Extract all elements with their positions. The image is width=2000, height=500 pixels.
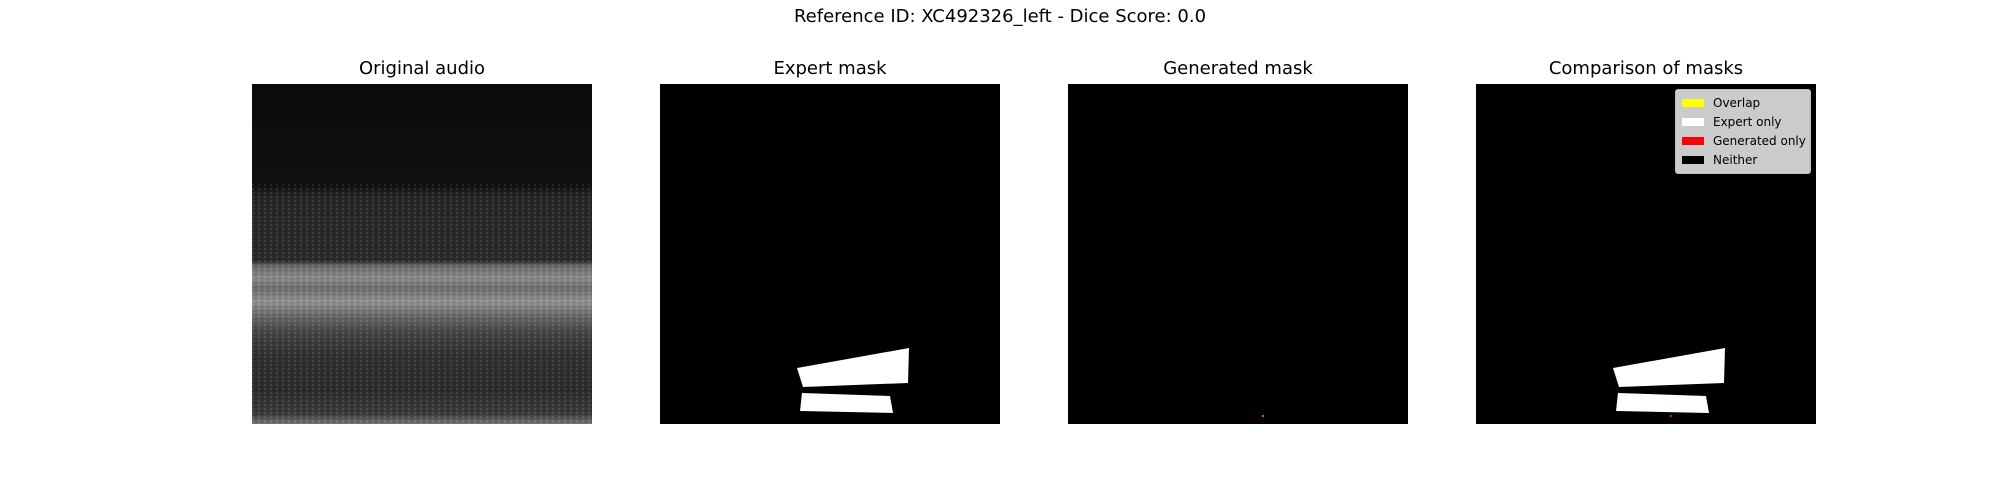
legend-item-neither: Neither bbox=[1676, 150, 1810, 169]
legend-swatch-neither bbox=[1682, 155, 1704, 164]
comparison-legend: Overlap Expert only Generated only Neith… bbox=[1675, 89, 1811, 174]
spectrogram-svg bbox=[252, 84, 592, 424]
legend-label-overlap: Overlap bbox=[1713, 95, 1761, 110]
panel-title-comparison: Comparison of masks bbox=[1548, 58, 1744, 79]
legend-item-expert-only: Expert only bbox=[1676, 112, 1810, 131]
figure-title: Reference ID: XC492326_left - Dice Score… bbox=[793, 6, 1207, 27]
legend-swatch-overlap bbox=[1682, 98, 1704, 107]
spectrogram-texture bbox=[252, 184, 592, 424]
comparison-svg bbox=[1613, 348, 1725, 417]
generated-mask-image bbox=[1068, 84, 1408, 424]
legend-swatch-expert-only bbox=[1682, 117, 1704, 126]
legend-label-generated-only: Generated only bbox=[1713, 133, 1806, 148]
expert-only-region-upper bbox=[1613, 348, 1725, 387]
legend-label-neither: Neither bbox=[1713, 152, 1758, 167]
panel-title-original-audio: Original audio bbox=[358, 58, 486, 79]
legend-item-generated-only: Generated only bbox=[1676, 131, 1810, 150]
expert-only-region-lower bbox=[1616, 393, 1709, 413]
generated-only-pixel bbox=[1670, 415, 1672, 417]
generated-mask-svg bbox=[1262, 415, 1264, 417]
legend-item-overlap: Overlap bbox=[1676, 93, 1810, 112]
legend-label-expert-only: Expert only bbox=[1713, 114, 1782, 129]
panel-title-generated-mask: Generated mask bbox=[1163, 58, 1313, 79]
expert-mask-image bbox=[660, 84, 1000, 424]
expert-mask-region-lower bbox=[800, 393, 893, 413]
generated-mask-pixel bbox=[1262, 415, 1264, 417]
expert-mask-svg bbox=[797, 348, 909, 413]
comparison-image: Overlap Expert only Generated only Neith… bbox=[1476, 84, 1816, 424]
panel-title-expert-mask: Expert mask bbox=[773, 58, 887, 79]
spectrogram-image bbox=[252, 84, 592, 424]
legend-swatch-generated-only bbox=[1682, 136, 1704, 145]
expert-mask-region-upper bbox=[797, 348, 909, 387]
